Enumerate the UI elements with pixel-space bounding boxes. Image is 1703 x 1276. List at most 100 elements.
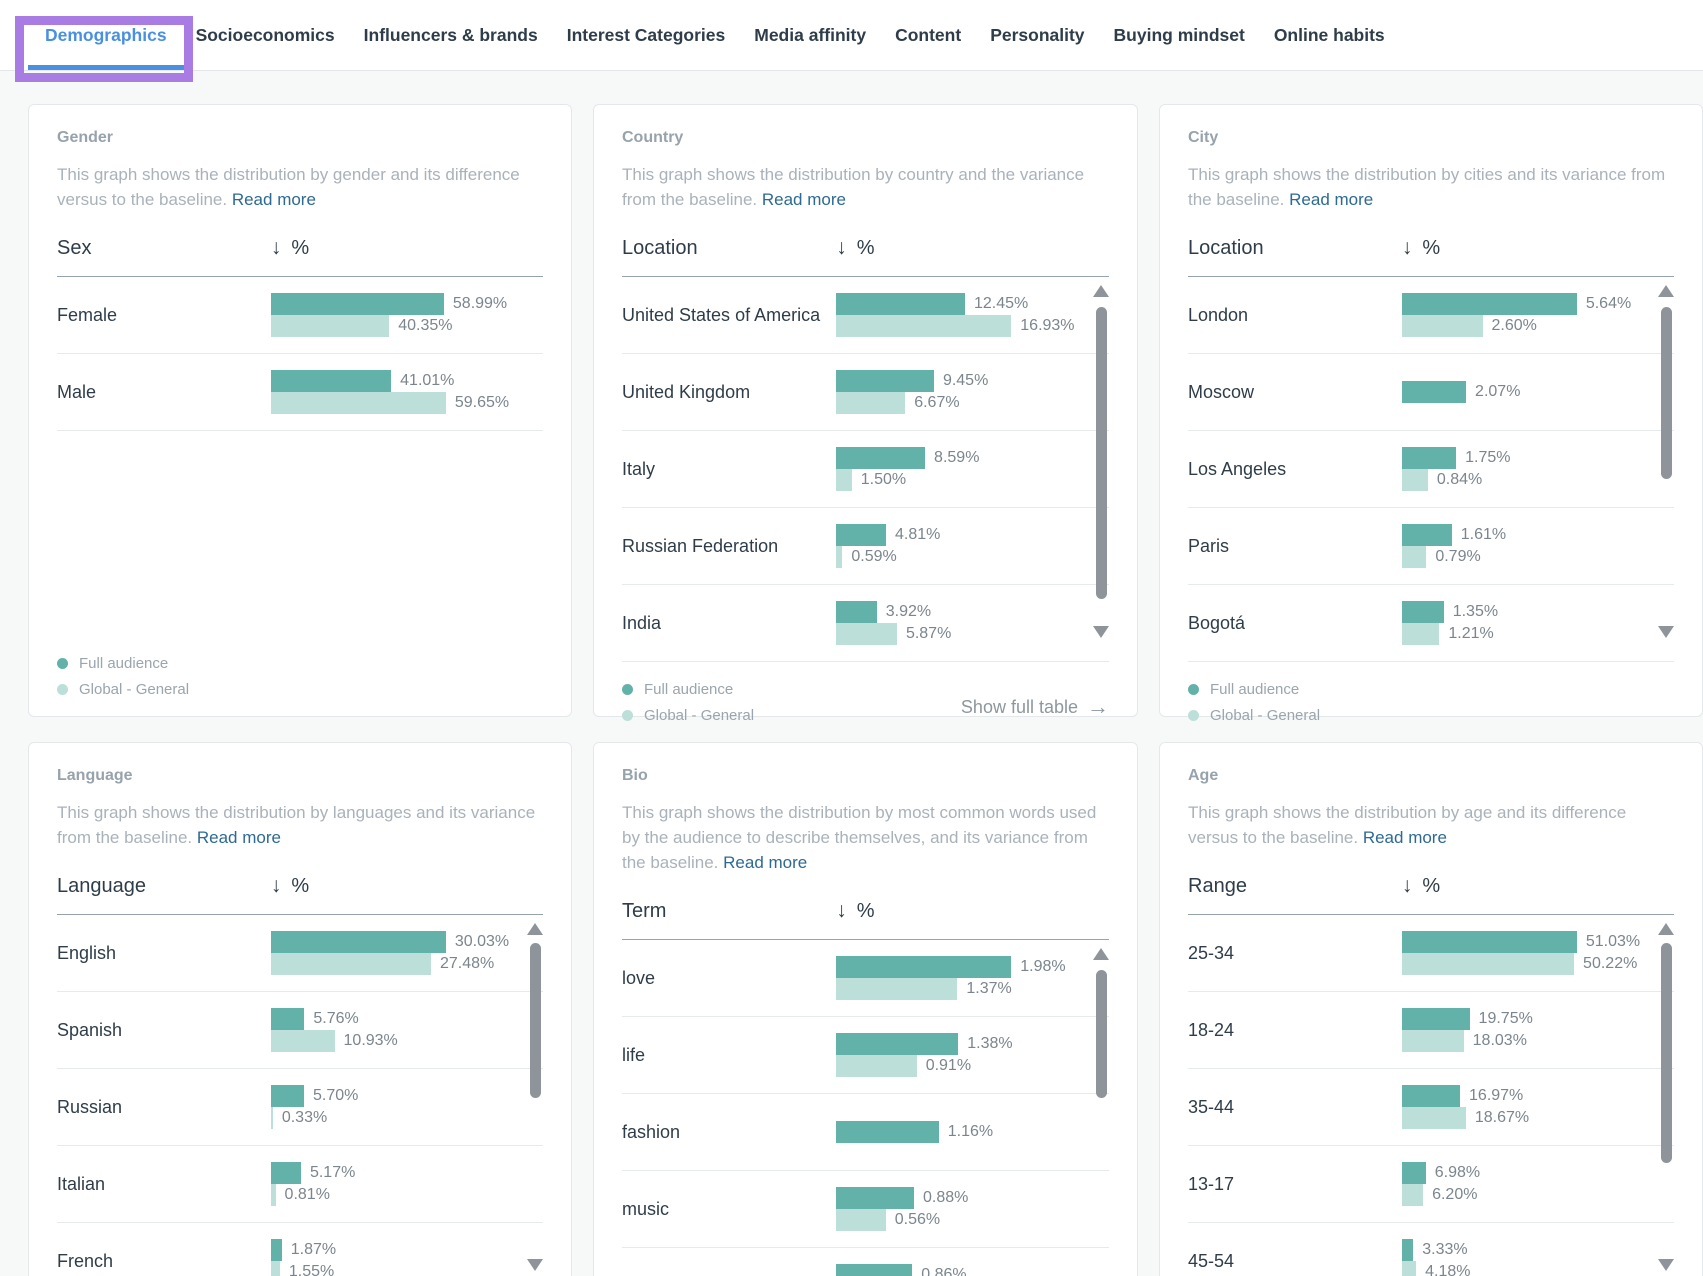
scrollbar-thumb[interactable] <box>530 943 541 1098</box>
tab-interest-categories[interactable]: Interest Categories <box>566 24 726 45</box>
column-header-percent-label: % <box>291 874 310 897</box>
bar-full <box>836 524 886 546</box>
scroll-down-icon[interactable] <box>1658 1259 1674 1271</box>
bar-value-global: 50.22% <box>1583 955 1638 972</box>
row-label: French <box>57 1250 114 1271</box>
read-more-link[interactable]: Read more <box>231 190 316 209</box>
bar-line-full: 3.33% <box>1401 1239 1674 1261</box>
scroll-up-icon[interactable] <box>1658 285 1674 297</box>
bar-value-global: 0.56% <box>894 1211 941 1228</box>
row-label: Russian <box>57 1096 123 1117</box>
bar-line-full: 30.03% <box>270 931 543 953</box>
bar-value-global: 1.55% <box>288 1263 335 1276</box>
card-city: City This graph shows the distribution by… <box>1159 104 1703 724</box>
sort-descending-icon[interactable]: ↓ <box>836 236 847 259</box>
read-more-link[interactable]: Read more <box>196 828 281 847</box>
tab-online-habits[interactable]: Online habits <box>1273 24 1385 45</box>
bar-value-full: 1.35% <box>1452 603 1499 620</box>
scroll-down-icon[interactable] <box>1658 626 1674 638</box>
bar-full <box>1401 447 1457 469</box>
bar-line-global: 6.67% <box>836 392 1109 414</box>
bar-global <box>1401 469 1428 491</box>
scroll-down-icon[interactable] <box>1093 626 1109 638</box>
legend: Full audience Global - General <box>622 672 754 724</box>
column-header-metric: ↓% <box>1402 236 1440 260</box>
row-label: Paris <box>1188 535 1230 556</box>
bars: 0.88% 0.56% <box>836 1187 1109 1231</box>
legend-item: Global - General <box>57 681 189 698</box>
column-header-percent-label: % <box>1422 236 1441 259</box>
card-description: This graph shows the distribution by lan… <box>57 800 543 850</box>
bars: 2.07% <box>1401 381 1674 403</box>
read-more-link[interactable]: Read more <box>761 190 846 209</box>
bar-value-global: 40.35% <box>398 317 453 334</box>
bar-global <box>270 1107 273 1129</box>
scrollbar-thumb[interactable] <box>1096 307 1107 599</box>
row-label: 18-24 <box>1188 1019 1235 1040</box>
bar-value-full: 5.17% <box>309 1164 356 1181</box>
bars: 8.59% 1.50% <box>836 447 1109 491</box>
bar-full <box>270 1239 282 1261</box>
legend-item: Global - General <box>1188 707 1320 724</box>
bar-value-full: 5.70% <box>313 1087 359 1104</box>
scroll-up-icon[interactable] <box>1093 948 1109 960</box>
card-description: This graph shows the distribution by cou… <box>622 162 1109 212</box>
card-description-text: This graph shows the distribution by lan… <box>57 803 536 847</box>
bar-value-full: 0.86% <box>921 1266 967 1276</box>
read-more-link[interactable]: Read more <box>1362 828 1447 847</box>
bar-line-global: 18.03% <box>1401 1030 1674 1052</box>
bar-line-full: 5.17% <box>270 1162 543 1184</box>
tab-media-affinity[interactable]: Media affinity <box>754 24 867 45</box>
tab-content[interactable]: Content <box>895 24 962 45</box>
bar-line-full: 2.07% <box>1401 381 1674 403</box>
bar-full <box>1401 1085 1461 1107</box>
show-full-table-link[interactable]: Show full table → <box>961 696 1109 718</box>
read-more-link[interactable]: Read more <box>1289 190 1374 209</box>
bar-line-global: 59.65% <box>270 392 543 414</box>
tab-influencers-brands[interactable]: Influencers & brands <box>363 24 538 45</box>
card-bio: Bio This graph shows the distribution by … <box>593 742 1138 1276</box>
scrollbar-thumb[interactable] <box>1661 307 1672 479</box>
legend-label: Global - General <box>1210 707 1321 724</box>
bar-global <box>270 1030 335 1052</box>
card-gender: Gender This graph shows the distribution … <box>28 104 572 717</box>
scroll-up-icon[interactable] <box>527 923 543 935</box>
bar-line-full: 51.03% <box>1401 931 1674 953</box>
tab-socioeconomics[interactable]: Socioeconomics <box>195 24 335 45</box>
bar-value-full: 51.03% <box>1585 933 1641 950</box>
bar-line-full: 1.61% <box>1401 524 1674 546</box>
sort-descending-icon[interactable]: ↓ <box>1401 236 1413 259</box>
read-more-link[interactable]: Read more <box>723 853 808 872</box>
bar-full <box>1401 1162 1426 1184</box>
scroll-up-icon[interactable] <box>1093 285 1109 297</box>
tab-buying-mindset[interactable]: Buying mindset <box>1113 24 1245 45</box>
legend-item: Full audience <box>622 681 754 698</box>
bar-global <box>270 392 446 414</box>
bar-full <box>270 1162 301 1184</box>
table-row: Paris 1.61% 0.79% <box>1188 508 1674 585</box>
bar-value-global: 0.79% <box>1435 548 1481 565</box>
tab-personality[interactable]: Personality <box>990 24 1085 45</box>
bar-global <box>836 546 843 568</box>
scrollbar-thumb[interactable] <box>1096 970 1107 1098</box>
table-row: music 0.88% 0.56% <box>622 1171 1109 1248</box>
scrollbar-thumb[interactable] <box>1661 943 1672 1163</box>
tab-demographics[interactable]: Demographics <box>45 24 167 45</box>
scroll-down-icon[interactable] <box>527 1259 543 1271</box>
bar-line-full: 1.98% <box>836 956 1109 978</box>
row-label: Russian Federation <box>622 535 779 556</box>
bar-line-global: 0.79% <box>1401 546 1674 568</box>
card-description-text: This graph shows the distribution by age… <box>1188 803 1627 847</box>
scroll-up-icon[interactable] <box>1658 923 1674 935</box>
bar-value-full: 4.81% <box>894 526 941 543</box>
card-description: This graph shows the distribution by age… <box>1188 800 1674 850</box>
sort-descending-icon[interactable]: ↓ <box>270 874 282 897</box>
bars: 1.16% <box>836 1121 1109 1143</box>
sort-descending-icon[interactable]: ↓ <box>1401 874 1413 897</box>
sort-descending-icon[interactable]: ↓ <box>270 236 282 259</box>
legend-label: Global - General <box>79 681 190 698</box>
bar-global <box>1401 315 1483 337</box>
sort-descending-icon[interactable]: ↓ <box>836 899 847 922</box>
bar-value-full: 1.16% <box>947 1123 994 1140</box>
bar-line-global: 40.35% <box>270 315 543 337</box>
